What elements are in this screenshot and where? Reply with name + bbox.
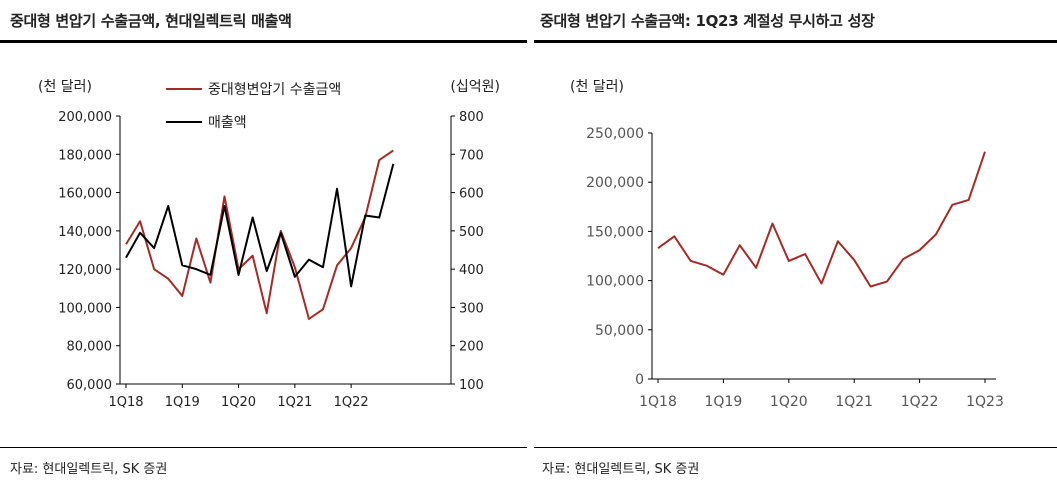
x-tick-label: 1Q22	[334, 395, 369, 410]
left-y-tick-label: 100,000	[58, 301, 112, 316]
y-tick-label: 50,000	[595, 323, 644, 339]
x-tick-label: 1Q19	[705, 394, 743, 410]
right-source-note: 자료: 현대일렉트릭, SK 증권	[542, 462, 700, 477]
legend-sales-label: 매출액	[208, 115, 247, 131]
right-chart-panel: 중대형 변압기 수출금액: 1Q23 계절성 무시하고 성장 250,000 20…	[534, 0, 1057, 487]
x-tick-label: 1Q20	[770, 394, 808, 410]
right-y-tick-label: 500	[459, 225, 484, 240]
y-tick-label: 200,000	[586, 175, 644, 191]
left-line-chart: 200,000 180,000 160,000 140,000 120,000 100,0…	[38, 79, 500, 410]
left-y-tick-label: 140,000	[58, 225, 112, 240]
right-y-tick-label: 400	[459, 263, 484, 278]
y-tick-label: 100,000	[586, 274, 644, 290]
x-tick-label: 1Q18	[108, 395, 143, 410]
right-source-rule	[534, 447, 1057, 448]
y-tick-label: 0	[635, 372, 644, 388]
export-value-line	[657, 151, 986, 288]
right-y-tick-label: 700	[459, 148, 484, 163]
right-y-tick-label: 800	[459, 110, 484, 125]
left-source-note: 자료: 현대일렉트릭, SK 증권	[10, 462, 168, 477]
right-chart-title: 중대형 변압기 수출금액: 1Q23 계절성 무시하고 성장	[540, 12, 875, 30]
left-y-tick-label: 60,000	[67, 378, 113, 393]
right-line-chart: 250,000 200,000 150,000 100,000 50,000 0 1Q18 1…	[570, 79, 1004, 410]
legend-export-label: 중대형변압기 수출금액	[208, 82, 341, 98]
x-tick-label: 1Q21	[277, 395, 312, 410]
x-tick-label: 1Q20	[221, 395, 256, 410]
left-title-rule	[0, 40, 527, 43]
right-title-rule	[534, 40, 1057, 43]
y-unit-label: (천 달러)	[570, 79, 624, 95]
left-y-tick-label: 200,000	[58, 110, 112, 125]
export-value-line	[125, 149, 394, 320]
sales-line	[125, 163, 395, 288]
right-y-tick-label: 600	[459, 187, 484, 202]
x-tick-label: 1Q22	[901, 394, 939, 410]
left-y-tick-label: 160,000	[58, 187, 112, 202]
left-chart-panel: 중대형 변압기 수출금액, 현대일렉트릭 매출액 200,000 180,000 1…	[0, 0, 527, 487]
x-tick-label: 1Q18	[639, 394, 677, 410]
left-source-rule	[0, 447, 527, 448]
left-y-unit-label: (천 달러)	[38, 79, 92, 95]
y-tick-label: 250,000	[586, 126, 644, 142]
x-tick-label: 1Q23	[966, 394, 1004, 410]
right-y-unit-label: (십억원)	[450, 79, 500, 95]
left-y-tick-label: 120,000	[58, 263, 112, 278]
x-tick-label: 1Q21	[835, 394, 873, 410]
right-y-tick-label: 100	[459, 378, 484, 393]
y-tick-label: 150,000	[586, 224, 644, 240]
left-y-tick-label: 180,000	[58, 148, 112, 163]
right-y-tick-label: 300	[459, 301, 484, 316]
x-tick-label: 1Q19	[165, 395, 200, 410]
right-y-tick-label: 200	[459, 340, 484, 355]
left-y-tick-label: 80,000	[67, 340, 113, 355]
left-chart-title: 중대형 변압기 수출금액, 현대일렉트릭 매출액	[10, 12, 292, 30]
